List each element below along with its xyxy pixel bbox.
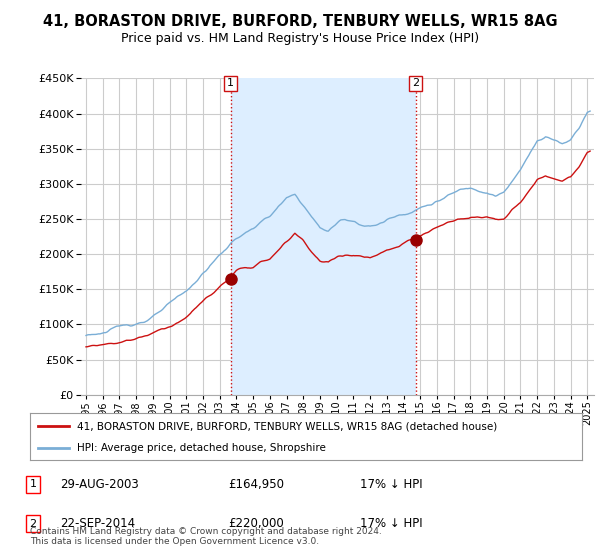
Text: 17% ↓ HPI: 17% ↓ HPI <box>360 517 422 530</box>
Text: 41, BORASTON DRIVE, BURFORD, TENBURY WELLS, WR15 8AG (detached house): 41, BORASTON DRIVE, BURFORD, TENBURY WEL… <box>77 421 497 431</box>
Text: 2: 2 <box>412 78 419 88</box>
Text: 2: 2 <box>29 519 37 529</box>
Text: 17% ↓ HPI: 17% ↓ HPI <box>360 478 422 491</box>
Text: Contains HM Land Registry data © Crown copyright and database right 2024.
This d: Contains HM Land Registry data © Crown c… <box>30 526 382 546</box>
Bar <box>231 78 416 395</box>
Text: 1: 1 <box>29 479 37 489</box>
Text: 22-SEP-2014: 22-SEP-2014 <box>60 517 135 530</box>
Text: £164,950: £164,950 <box>228 478 284 491</box>
Text: Price paid vs. HM Land Registry's House Price Index (HPI): Price paid vs. HM Land Registry's House … <box>121 32 479 45</box>
Text: 29-AUG-2003: 29-AUG-2003 <box>60 478 139 491</box>
Text: 1: 1 <box>227 78 234 88</box>
Text: £220,000: £220,000 <box>228 517 284 530</box>
Text: HPI: Average price, detached house, Shropshire: HPI: Average price, detached house, Shro… <box>77 444 326 454</box>
Text: 41, BORASTON DRIVE, BURFORD, TENBURY WELLS, WR15 8AG: 41, BORASTON DRIVE, BURFORD, TENBURY WEL… <box>43 14 557 29</box>
